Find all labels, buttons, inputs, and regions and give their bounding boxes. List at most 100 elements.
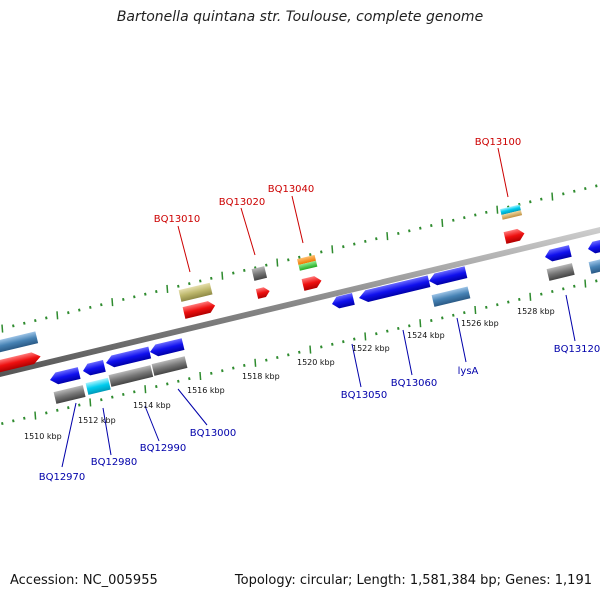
minor-tick [353,337,356,341]
scale-label: 1528 kbp [517,307,555,316]
minor-tick [441,316,444,320]
minor-tick [507,300,510,304]
feature-arrow-blue [150,338,185,357]
minor-tick [67,311,70,315]
minor-tick [518,297,521,301]
forward-feature-track [0,204,525,374]
minor-tick [34,319,37,323]
major-tick [551,192,554,201]
major-tick [276,258,279,267]
major-tick [89,398,92,407]
minor-tick [463,311,466,315]
minor-tick [122,297,125,302]
major-tick [199,371,202,381]
minor-tick [155,385,158,389]
minor-tick [89,305,92,309]
minor-tick [166,382,169,386]
gene-label: BQ12970 [39,472,86,483]
major-tick [111,298,114,307]
minor-tick [375,332,378,336]
minor-tick [419,226,422,230]
minor-tick [265,358,268,362]
feature-arrow-red [503,228,525,244]
minor-tick [232,366,235,370]
minor-tick [232,271,235,275]
gene-label: BQ13000 [190,428,237,439]
feature-arrow-red [0,352,41,374]
minor-tick [397,231,400,236]
gene-label: lysA [458,366,479,377]
feature-cyan [500,204,521,215]
major-tick [34,411,37,420]
feature-steel [431,286,471,307]
minor-tick [320,250,323,254]
minor-tick [221,369,224,373]
major-tick [529,292,532,301]
feature-gray [251,266,268,281]
minor-tick [540,292,543,296]
minor-tick [364,239,367,243]
minor-tick [78,403,81,407]
forward-tick-track [1,184,598,333]
major-tick [474,305,477,315]
minor-tick [309,253,312,257]
feature-arrow-red [182,301,216,319]
minor-tick [188,377,191,381]
feature-arrow-blue [332,293,355,309]
feature-arrow-blue [83,360,106,376]
minor-tick [177,284,180,288]
minor-tick [331,342,334,346]
major-tick [496,205,499,214]
feature-orange [297,254,316,265]
major-tick [331,245,334,254]
major-tick [254,358,257,367]
minor-tick [243,363,246,367]
minor-tick [595,279,598,283]
minor-tick [353,242,356,246]
minor-tick [496,303,499,307]
minor-tick [111,395,114,399]
feature-gray [53,385,86,404]
feature-arrow-red [301,276,322,291]
minor-tick [485,210,488,214]
minor-tick [430,224,433,228]
scale-label: 1518 kbp [242,372,280,381]
minor-tick [397,326,400,331]
minor-tick [375,237,378,241]
feature-tracks [0,204,600,404]
minor-tick [529,200,532,204]
major-tick [166,284,169,293]
accession-text: Accession: NC_005955 [10,573,158,588]
feature-arrow-blue [50,367,81,385]
feature-gray [108,365,154,387]
feature-cyan [85,377,111,395]
feature-arrow-blue [359,275,431,302]
minor-tick [177,379,180,383]
minor-tick [45,411,48,415]
minor-tick [276,355,279,360]
gene-label: BQ13010 [154,214,201,225]
minor-tick [584,187,587,191]
feature-arrow-red [255,287,270,299]
scale-label: 1526 kbp [461,319,499,328]
major-tick [386,232,389,241]
minor-tick [122,392,125,397]
minor-tick [45,316,48,320]
minor-tick [408,229,411,233]
gene-label: BQ13040 [268,184,315,195]
gene-label: BQ13050 [341,390,388,401]
feature-tan [501,210,523,220]
feature-steel [588,258,600,274]
scale-label: 1510 kbp [24,432,62,441]
feature-arrow-blue [588,238,600,254]
scale-label: 1522 kbp [352,344,390,353]
gene-label: BQ13120 [554,344,600,355]
minor-tick [100,398,103,402]
feature-arrow-blue [545,245,572,262]
minor-tick [1,421,4,426]
minor-tick [298,350,301,354]
minor-tick [12,324,15,328]
gene-label: BQ12980 [91,457,138,468]
feature-green [298,260,318,271]
minor-tick [155,290,158,294]
